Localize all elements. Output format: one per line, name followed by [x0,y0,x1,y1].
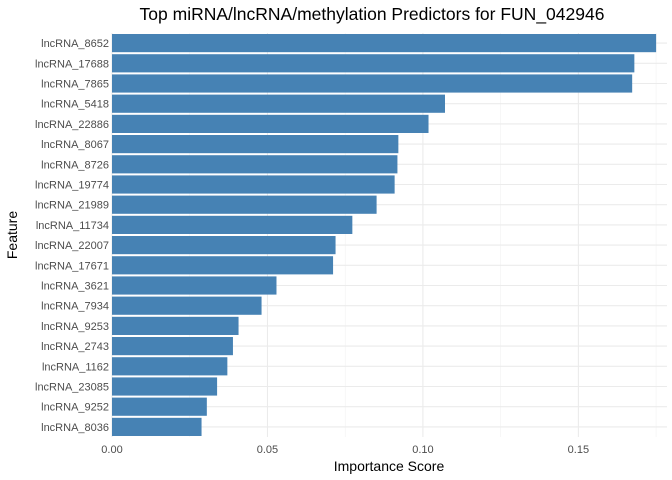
y-tick-label: lncRNA_22007 [35,240,109,252]
bar [112,94,445,113]
bar [112,34,657,53]
x-tick-labels: 0.00 0.05 0.10 0.15 [101,444,589,456]
bar [112,195,377,214]
y-tick-label: lncRNA_1162 [42,361,109,373]
x-tick-label: 0.10 [412,444,433,456]
y-tick-label: lncRNA_11734 [36,220,109,232]
x-tick-label: 0.00 [101,444,122,456]
bar [112,256,334,275]
bar [112,175,395,194]
bar [112,276,277,295]
y-tick-label: lncRNA_23085 [35,382,109,394]
bar [112,54,635,73]
x-axis-title: Importance Score [334,458,445,474]
y-tick-label: lncRNA_3621 [41,281,109,293]
bar [112,397,207,416]
bars [112,34,657,436]
bar [112,114,429,133]
y-tick-label: lncRNA_2743 [41,341,109,353]
bar [112,417,202,436]
y-tick-label: lncRNA_17671 [35,260,109,272]
bar [112,135,399,154]
y-tick-label: lncRNA_19774 [35,180,109,192]
bar [112,316,239,335]
bar [112,236,336,255]
y-tick-label: lncRNA_7934 [41,301,109,313]
bar [112,377,218,396]
bar [112,337,233,356]
y-tick-label: lncRNA_9253 [41,321,109,333]
chart-title: Top miRNA/lncRNA/methylation Predictors … [140,4,605,25]
y-tick-labels: lncRNA_8652 lncRNA_17688 lncRNA_7865 lncRNA… [35,38,109,434]
y-tick-label: lncRNA_8652 [41,38,109,50]
bar [112,215,353,234]
y-tick-label: lncRNA_22886 [35,119,109,131]
y-axis-title: Feature [4,211,20,259]
bar [112,74,633,93]
bar [112,296,262,315]
y-tick-label: lncRNA_8067 [41,139,109,151]
y-tick-label: lncRNA_17688 [35,58,109,70]
bar [112,357,228,376]
y-tick-label: lncRNA_21989 [35,200,109,212]
x-tick-label: 0.05 [257,444,278,456]
y-tick-label: lncRNA_8036 [41,422,109,434]
y-tick-label: lncRNA_9252 [41,402,109,414]
bar [112,155,398,174]
y-tick-label: lncRNA_7865 [41,79,109,91]
y-tick-label: lncRNA_8726 [41,159,109,171]
y-tick-label: lncRNA_5418 [41,99,109,111]
x-tick-label: 0.15 [568,444,589,456]
